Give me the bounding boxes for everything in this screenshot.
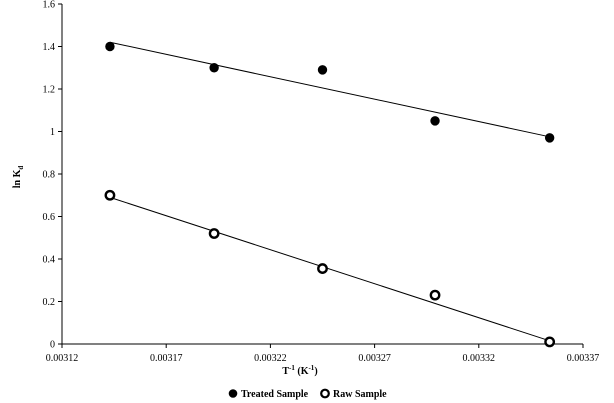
x-tick-label: 0.00312 (46, 353, 79, 364)
x-axis-title: T-1 (K-1) (282, 364, 317, 377)
treated-point (105, 41, 115, 52)
x-tick-label: 0.00332 (463, 353, 496, 364)
x-tick-label: 0.00337 (567, 353, 600, 364)
y-tick-label: 0.4 (43, 255, 56, 266)
y-tick-label: 0.2 (43, 297, 56, 308)
x-tick-label: 0.00317 (150, 353, 183, 364)
x-axis-title-unit: (K (295, 366, 309, 377)
y-tick-label: 1.2 (43, 85, 56, 96)
y-axis-ticks: 0 0.2 0.4 0.6 0.8 1 1.2 1.4 1.6 (43, 0, 62, 351)
trendline-series-1 (109, 196, 550, 342)
data-points (104, 41, 556, 348)
y-tick-label: 0.6 (43, 212, 56, 223)
y-tick-label: 1.6 (43, 0, 56, 11)
y-tick-label: 1.4 (43, 42, 56, 53)
legend-marker-raw (320, 388, 330, 399)
trendline-series-0 (109, 41, 550, 138)
y-tick-label: 0 (50, 340, 55, 351)
legend-label-raw: Raw Sample (333, 389, 387, 400)
legend-label-treated: Treated Sample (241, 389, 309, 400)
legend: Treated Sample Raw Sample (228, 388, 387, 400)
treated-point (209, 63, 219, 73)
trendlines (109, 41, 550, 342)
x-tick-label: 0.00327 (358, 353, 391, 364)
y-axis-title: ln Kd (12, 166, 25, 189)
y-axis-title-subscript: d (17, 166, 25, 170)
treated-point (544, 133, 555, 143)
x-axis-title-unit-close: ) (314, 366, 317, 377)
y-tick-label: 0.8 (43, 170, 56, 181)
raw-point (429, 289, 441, 301)
treated-point (317, 65, 328, 75)
raw-point (208, 228, 220, 239)
raw-point (104, 189, 116, 201)
treated-point (430, 116, 440, 126)
x-axis-ticks: 0.00312 0.00317 0.00322 0.00327 0.00332 0.003… (46, 344, 600, 364)
legend-marker-treated (228, 389, 238, 398)
x-tick-label: 0.00322 (254, 353, 287, 364)
y-tick-label: 1 (50, 127, 55, 138)
x-axis-title-unit-sup: -1 (308, 364, 314, 372)
x-axis-title-sup: -1 (289, 364, 295, 372)
raw-point (317, 263, 328, 274)
raw-point (544, 336, 556, 348)
